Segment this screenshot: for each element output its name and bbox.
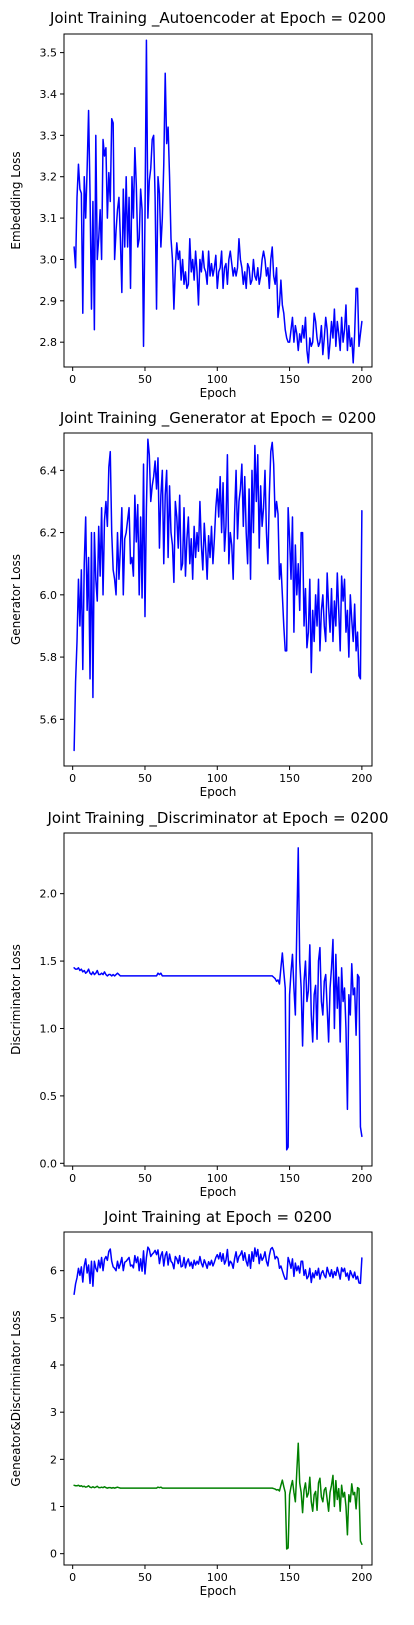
y-tick-label: 3.3 [40, 129, 58, 142]
y-tick-label: 2.0 [40, 888, 58, 901]
y-tick-label: 3.4 [40, 88, 58, 101]
x-tick-label: 50 [138, 1172, 152, 1185]
y-tick-label: 1.0 [40, 1022, 58, 1035]
x-tick-label: 0 [69, 772, 76, 785]
y-tick-label: 0.5 [40, 1090, 58, 1103]
x-tick-label: 150 [279, 1172, 300, 1185]
y-axis-label: Discriminator Loss [9, 944, 23, 1055]
y-tick-label: 0 [50, 1548, 57, 1561]
x-tick-label: 200 [351, 772, 372, 785]
chart-1: Joint Training _Autoencoder at Epoch = 0… [9, 9, 386, 400]
x-tick-label: 150 [279, 373, 300, 386]
x-tick-label: 0 [69, 1172, 76, 1185]
y-tick-label: 3 [50, 1406, 57, 1419]
chart-title: Joint Training at Epoch = 0200 [103, 1208, 332, 1226]
y-tick-label: 5.6 [40, 713, 58, 726]
plot-frame [63, 1231, 373, 1566]
x-tick-label: 50 [138, 373, 152, 386]
x-axis-label: Epoch [200, 1185, 237, 1199]
x-tick-label: 0 [69, 1571, 76, 1584]
y-tick-label: 6.2 [40, 527, 58, 540]
chart-title: Joint Training _Generator at Epoch = 020… [59, 409, 376, 428]
series-line-1 [73, 1246, 363, 1296]
y-tick-label: 2.8 [40, 336, 58, 349]
plot-frame [63, 432, 373, 767]
x-axis-label: Epoch [200, 785, 237, 799]
y-tick-label: 3.1 [40, 212, 58, 225]
x-tick-label: 200 [351, 373, 372, 386]
x-tick-label: 150 [279, 1571, 300, 1584]
y-tick-label: 5.8 [40, 651, 58, 664]
y-tick-label: 6.0 [40, 589, 58, 602]
x-tick-label: 100 [207, 373, 228, 386]
plot-frame [63, 832, 373, 1167]
y-tick-label: 3.0 [40, 253, 58, 266]
x-tick-label: 0 [69, 373, 76, 386]
series-line-1 [73, 438, 363, 752]
y-tick-label: 0.0 [40, 1157, 58, 1170]
series-line-1 [73, 39, 363, 364]
x-tick-label: 100 [207, 772, 228, 785]
x-tick-label: 100 [207, 1172, 228, 1185]
y-tick-label: 3.2 [40, 171, 58, 184]
x-tick-label: 100 [207, 1571, 228, 1584]
chart-3: Joint Training _Discriminator at Epoch =… [9, 809, 389, 1199]
y-tick-label: 2.9 [40, 295, 58, 308]
series-line-2 [73, 1442, 363, 1550]
y-tick-label: 5 [50, 1312, 57, 1325]
x-tick-label: 200 [351, 1172, 372, 1185]
y-axis-label: Generator Loss [9, 554, 23, 645]
x-tick-label: 50 [138, 1571, 152, 1584]
y-tick-label: 3.5 [40, 47, 58, 60]
chart-title: Joint Training _Autoencoder at Epoch = 0… [49, 9, 386, 28]
y-tick-label: 1 [50, 1501, 57, 1514]
x-axis-label: Epoch [200, 386, 237, 400]
series-line-1 [73, 847, 363, 1151]
y-tick-label: 2 [50, 1453, 57, 1466]
chart-title: Joint Training _Discriminator at Epoch =… [46, 809, 388, 828]
x-tick-label: 150 [279, 772, 300, 785]
y-axis-label: Geneator&Discriminator Loss [9, 1310, 23, 1486]
y-tick-label: 6.4 [40, 464, 58, 477]
plot-frame [63, 33, 373, 368]
y-tick-label: 1.5 [40, 955, 58, 968]
y-axis-label: Embedding Loss [9, 151, 23, 249]
x-axis-label: Epoch [200, 1584, 237, 1598]
y-tick-label: 4 [50, 1359, 57, 1372]
y-tick-label: 6 [50, 1265, 57, 1278]
chart-2: Joint Training _Generator at Epoch = 020… [9, 409, 376, 799]
x-tick-label: 200 [351, 1571, 372, 1584]
x-tick-label: 50 [138, 772, 152, 785]
